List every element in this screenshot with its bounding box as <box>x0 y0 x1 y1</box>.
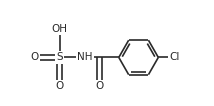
Text: NH: NH <box>77 52 93 62</box>
Text: O: O <box>56 81 64 91</box>
Text: S: S <box>56 52 63 62</box>
Text: OH: OH <box>52 24 68 34</box>
Text: Cl: Cl <box>170 52 180 62</box>
Text: O: O <box>95 81 104 91</box>
Text: O: O <box>31 52 39 62</box>
